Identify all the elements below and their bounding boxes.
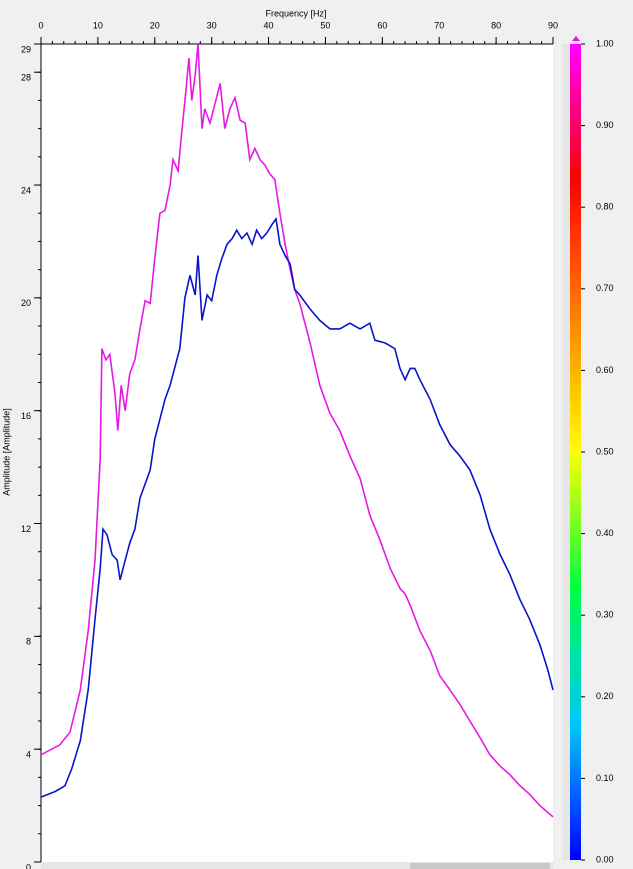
y-tick-label: 8	[26, 637, 31, 647]
colorbar-bottom-arrow[interactable]	[572, 852, 580, 857]
colorbar-top-arrow[interactable]	[572, 36, 580, 41]
y-tick-label: 12	[21, 524, 31, 534]
colorbar-tick-label: 0.60	[596, 365, 614, 375]
y-tick-label: 0	[26, 862, 31, 869]
x-tick-label: 40	[264, 20, 274, 30]
y-tick-label: 24	[21, 185, 31, 195]
colorbar-tick-label: 1.00	[596, 38, 614, 48]
y-tick-label: 28	[21, 73, 31, 83]
data-line	[40, 216, 554, 798]
x-axis-title: Frequency [Hz]	[265, 8, 326, 18]
colorbar-tick-label: 0.30	[596, 610, 614, 620]
x-tick-label: 90	[548, 20, 558, 30]
colorbar-tick-label: 0.10	[596, 773, 614, 783]
x-tick-label: 60	[377, 20, 387, 30]
colorbar-tick-label: 0.00	[596, 854, 614, 864]
x-tick-label: 30	[207, 20, 217, 30]
x-tick-label: 0	[38, 20, 43, 30]
data-line	[40, 43, 554, 818]
colorbar-tick-label: 0.70	[596, 283, 614, 293]
colorbar-tick-label: 0.50	[596, 446, 614, 456]
colorbar-tick-label: 0.20	[596, 691, 614, 701]
scrollbar-thumb[interactable]	[410, 863, 550, 869]
y-axis-title: Amplitude [Amplitude]	[1, 408, 11, 496]
x-tick-label: 20	[150, 20, 160, 30]
plot-area	[41, 44, 553, 862]
colorbar-tick-label: 0.90	[596, 120, 614, 130]
colorbar-tick-label: 0.40	[596, 528, 614, 538]
x-tick-label: 80	[491, 20, 501, 30]
y-tick-label: 29	[21, 44, 31, 54]
colorbar	[570, 44, 581, 860]
y-tick-label: 16	[21, 411, 31, 421]
scrollbar[interactable]	[41, 862, 553, 869]
colorbar-tick-label: 0.80	[596, 202, 614, 212]
x-tick-label: 50	[320, 20, 330, 30]
y-tick-label: 4	[26, 750, 31, 760]
x-tick-label: 10	[93, 20, 103, 30]
colorbar-track	[562, 44, 570, 860]
x-tick-label: 70	[434, 20, 444, 30]
y-tick-label: 20	[21, 298, 31, 308]
